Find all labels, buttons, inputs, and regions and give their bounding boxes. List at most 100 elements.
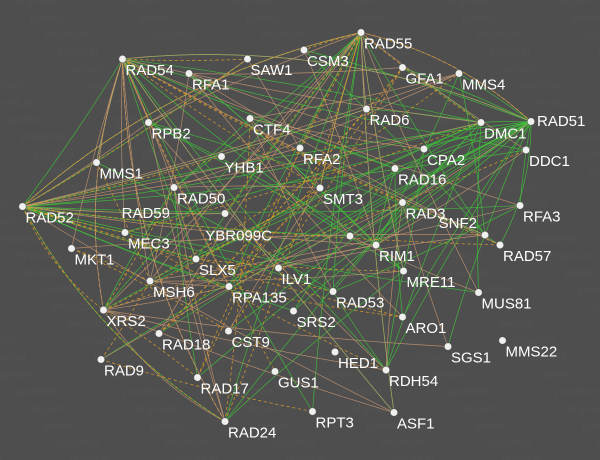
- svg-text:RDH54: RDH54: [389, 373, 438, 390]
- svg-text:genetic: genetic: [498, 318, 534, 330]
- svg-text:RAD9: RAD9: [104, 363, 144, 380]
- svg-text:SNF2: SNF2: [439, 215, 477, 232]
- svg-text:genetic: genetic: [72, 63, 108, 75]
- svg-text:genetic: genetic: [6, 114, 42, 126]
- svg-text:RAD51: RAD51: [537, 113, 585, 130]
- svg-text:MKT1: MKT1: [75, 252, 115, 269]
- svg-text:physical: physical: [0, 352, 26, 364]
- svg-text:physical: physical: [460, 403, 500, 415]
- svg-text:yeastNet: yeastNet: [44, 29, 87, 41]
- svg-text:ARO1: ARO1: [406, 320, 447, 337]
- svg-text:yeastNet: yeastNet: [518, 80, 561, 92]
- svg-text:yeastNet: yeastNet: [380, 437, 423, 449]
- svg-text:yeastNet: yeastNet: [0, 335, 15, 347]
- svg-text:physical: physical: [490, 46, 530, 58]
- svg-text:physical: physical: [124, 0, 164, 7]
- svg-text:genetic: genetic: [564, 267, 600, 279]
- svg-text:physical: physical: [424, 97, 464, 109]
- svg-text:genetic: genetic: [588, 165, 600, 177]
- svg-text:RAD6: RAD6: [370, 112, 410, 129]
- svg-text:RPB2: RPB2: [152, 126, 191, 143]
- svg-text:physical: physical: [28, 403, 68, 415]
- svg-text:genetic: genetic: [462, 12, 498, 24]
- svg-text:yeastNet: yeastNet: [0, 80, 21, 92]
- svg-text:yeastNet: yeastNet: [488, 437, 531, 449]
- svg-text:RAD17: RAD17: [201, 381, 249, 398]
- svg-text:ILV1: ILV1: [282, 271, 312, 288]
- svg-text:CST9: CST9: [232, 334, 270, 351]
- svg-text:genetic: genetic: [570, 12, 600, 24]
- svg-text:SMT3: SMT3: [323, 191, 363, 208]
- svg-text:physical: physical: [574, 148, 600, 160]
- svg-text:physical: physical: [34, 148, 74, 160]
- svg-text:MRE11: MRE11: [407, 274, 456, 291]
- svg-text:physical: physical: [10, 250, 50, 262]
- svg-text:genetic: genetic: [354, 12, 390, 24]
- svg-text:physical: physical: [178, 454, 218, 460]
- svg-text:ASF1: ASF1: [397, 416, 435, 433]
- svg-text:CPA2: CPA2: [427, 152, 465, 169]
- svg-text:physical: physical: [16, 0, 56, 7]
- svg-text:genetic: genetic: [24, 267, 60, 279]
- svg-text:RIM1: RIM1: [379, 248, 415, 265]
- svg-text:genetic: genetic: [0, 216, 18, 228]
- svg-text:SRS2: SRS2: [297, 314, 336, 331]
- svg-text:yeastNet: yeastNet: [560, 131, 600, 143]
- svg-text:MMS22: MMS22: [506, 344, 558, 361]
- svg-text:physical: physical: [502, 454, 542, 460]
- svg-text:RPA135: RPA135: [232, 290, 287, 307]
- svg-text:physical: physical: [532, 97, 572, 109]
- svg-text:yeastNet: yeastNet: [446, 386, 489, 398]
- svg-text:yeastNet: yeastNet: [14, 386, 57, 398]
- svg-text:MMS4: MMS4: [462, 77, 505, 94]
- svg-text:genetic: genetic: [114, 114, 150, 126]
- svg-text:genetic: genetic: [474, 420, 510, 432]
- svg-text:physical: physical: [0, 454, 2, 460]
- svg-text:genetic: genetic: [150, 420, 186, 432]
- svg-text:genetic: genetic: [246, 12, 282, 24]
- svg-text:CSM3: CSM3: [307, 53, 349, 70]
- svg-text:yeastNet: yeastNet: [86, 80, 129, 92]
- svg-text:RFA3: RFA3: [523, 209, 561, 226]
- svg-text:genetic: genetic: [540, 369, 576, 381]
- svg-text:genetic: genetic: [66, 318, 102, 330]
- svg-text:RAD59: RAD59: [122, 205, 170, 222]
- svg-text:MEC3: MEC3: [128, 236, 170, 253]
- svg-text:physical: physical: [448, 0, 488, 7]
- svg-text:yeastNet: yeastNet: [476, 29, 519, 41]
- svg-text:physical: physical: [550, 250, 590, 262]
- svg-text:yeastNet: yeastNet: [122, 386, 165, 398]
- svg-text:yeastNet: yeastNet: [578, 284, 600, 296]
- svg-text:RAD53: RAD53: [336, 295, 384, 312]
- svg-text:genetic: genetic: [480, 165, 516, 177]
- svg-text:physical: physical: [340, 0, 380, 7]
- svg-text:RAD18: RAD18: [162, 337, 210, 354]
- svg-text:genetic: genetic: [216, 369, 252, 381]
- svg-text:RAD50: RAD50: [177, 191, 225, 208]
- svg-text:genetic: genetic: [138, 12, 174, 24]
- svg-text:yeastNet: yeastNet: [152, 29, 195, 41]
- svg-text:physical: physical: [232, 0, 272, 7]
- svg-text:physical: physical: [208, 97, 248, 109]
- svg-text:CTF4: CTF4: [253, 122, 291, 139]
- svg-text:RAD55: RAD55: [364, 36, 412, 53]
- svg-text:yeastNet: yeastNet: [20, 131, 63, 143]
- svg-text:yeastNet: yeastNet: [56, 437, 99, 449]
- svg-text:physical: physical: [166, 46, 206, 58]
- svg-text:YBR099C: YBR099C: [205, 228, 272, 245]
- svg-text:RAD54: RAD54: [126, 62, 174, 79]
- svg-text:yeastNet: yeastNet: [80, 335, 123, 347]
- svg-text:MUS81: MUS81: [482, 296, 532, 313]
- svg-text:yeastNet: yeastNet: [536, 233, 579, 245]
- svg-text:physical: physical: [556, 0, 596, 7]
- svg-text:MMS1: MMS1: [100, 166, 143, 183]
- svg-text:genetic: genetic: [0, 369, 36, 381]
- svg-text:genetic: genetic: [456, 267, 492, 279]
- svg-text:genetic: genetic: [42, 420, 78, 432]
- svg-text:RAD57: RAD57: [503, 248, 551, 265]
- svg-text:yeastNet: yeastNet: [596, 437, 600, 449]
- svg-text:GFA1: GFA1: [406, 71, 444, 88]
- svg-text:MSH6: MSH6: [153, 284, 195, 301]
- svg-text:yeastNet: yeastNet: [260, 29, 303, 41]
- svg-text:RPT3: RPT3: [316, 415, 354, 432]
